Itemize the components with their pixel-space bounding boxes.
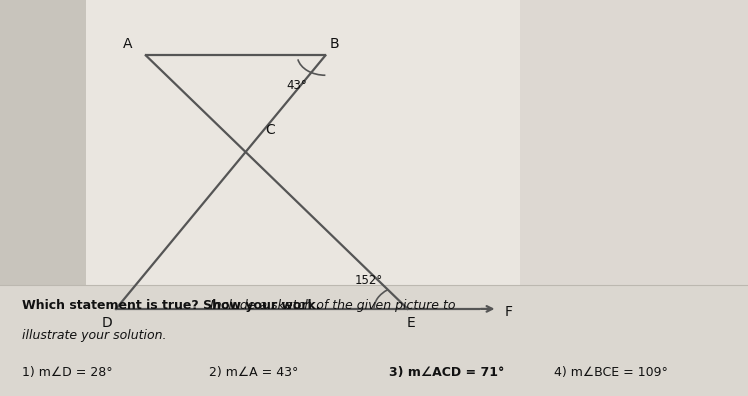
Bar — [0, 285, 748, 396]
Text: E: E — [407, 316, 416, 330]
Text: 3) m∠ACD = 71°: 3) m∠ACD = 71° — [389, 366, 504, 379]
Bar — [0, 0, 86, 396]
Text: F: F — [505, 305, 512, 320]
Text: B: B — [329, 38, 339, 51]
Text: 43°: 43° — [286, 79, 307, 92]
Text: 1) m∠D = 28°: 1) m∠D = 28° — [22, 366, 113, 379]
Text: Which statement is true? Show your work.: Which statement is true? Show your work. — [22, 299, 321, 312]
Bar — [86, 0, 520, 285]
Text: 152°: 152° — [355, 274, 383, 287]
Text: C: C — [265, 123, 275, 137]
Text: illustrate your solution.: illustrate your solution. — [22, 329, 167, 342]
Text: D: D — [101, 316, 112, 330]
Text: A: A — [123, 38, 132, 51]
Bar — [520, 0, 748, 285]
Text: 2) m∠A = 43°: 2) m∠A = 43° — [209, 366, 298, 379]
Text: 4) m∠BCE = 109°: 4) m∠BCE = 109° — [554, 366, 667, 379]
Text: Include a sketch of the given picture to: Include a sketch of the given picture to — [206, 299, 456, 312]
